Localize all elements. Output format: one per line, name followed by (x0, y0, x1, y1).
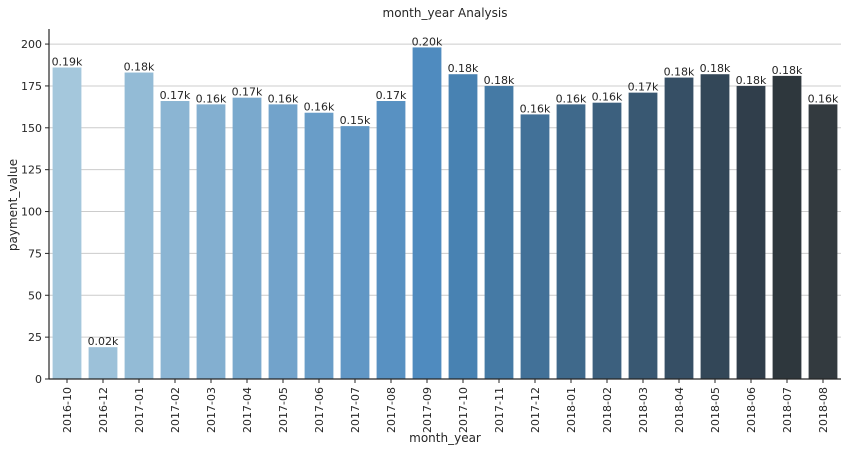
data-label: 0.16k (304, 101, 335, 114)
bar-2017-12 (520, 114, 550, 379)
x-tick-label: 2017-06 (313, 387, 326, 433)
x-tick-label: 2018-06 (745, 387, 758, 433)
y-tick-label: 100 (21, 206, 42, 219)
data-label: 0.16k (592, 91, 623, 104)
bar-2018-02 (592, 102, 622, 380)
y-tick-label: 175 (21, 80, 42, 93)
x-tick-label: 2016-10 (61, 387, 74, 433)
data-label: 0.18k (484, 74, 515, 87)
bar-2018-03 (628, 92, 658, 380)
data-label: 0.17k (628, 81, 659, 94)
bar-2016-12 (88, 347, 118, 379)
data-label: 0.20k (412, 35, 443, 48)
x-tick-label: 2017-02 (169, 387, 182, 433)
x-tick-label: 2018-05 (709, 387, 722, 433)
x-tick-label: 2017-11 (493, 387, 506, 433)
data-label: 0.17k (376, 89, 407, 102)
bar-2018-08 (808, 104, 838, 379)
bar-2017-03 (196, 104, 226, 379)
data-label: 0.02k (88, 335, 119, 348)
data-labels: 0.19k 0.02k 0.18k 0.17k 0.16k 0.17k 0.16k 0.16k… (52, 35, 839, 348)
x-tick-label: 2018-03 (637, 387, 650, 433)
data-label: 0.17k (160, 89, 191, 102)
x-tick-label: 2017-09 (421, 387, 434, 433)
bar-2018-07 (772, 75, 802, 379)
x-tick-label: 2016-12 (97, 387, 110, 433)
x-tick-label: 2017-01 (133, 387, 146, 433)
x-tick-label: 2018-01 (565, 387, 578, 433)
y-tick-label: 25 (28, 331, 42, 344)
bar-2017-08 (376, 101, 406, 379)
data-label: 0.17k (232, 86, 263, 99)
bar-2017-01 (124, 72, 154, 379)
chart-title: month_year Analysis (383, 6, 508, 20)
data-label: 0.16k (520, 102, 551, 115)
x-tick-label: 2017-12 (529, 387, 542, 433)
x-tick-label: 2017-05 (277, 387, 290, 433)
x-axis-title: month_year (409, 431, 481, 445)
y-tick-label: 200 (21, 38, 42, 51)
y-tick-label: 50 (28, 289, 42, 302)
y-tick-label: 75 (28, 247, 42, 260)
x-tick-label: 2018-02 (601, 387, 614, 433)
bar-2017-06 (304, 112, 334, 379)
y-tick-label: 150 (21, 122, 42, 135)
data-label: 0.19k (52, 56, 83, 69)
bar-2017-09 (412, 47, 442, 379)
bar-2017-07 (340, 126, 370, 380)
data-label: 0.18k (700, 62, 731, 75)
bar-2018-04 (664, 77, 694, 380)
bar-2017-10 (448, 74, 478, 380)
data-label: 0.16k (808, 92, 839, 105)
data-label: 0.16k (268, 92, 299, 105)
bar-2017-04 (232, 97, 262, 380)
bar-2018-06 (736, 85, 766, 379)
x-tick-label: 2018-04 (673, 387, 686, 433)
data-label: 0.16k (196, 92, 227, 105)
y-tick-label: 125 (21, 164, 42, 177)
data-label: 0.18k (448, 62, 479, 75)
x-tick-label: 2017-08 (385, 387, 398, 433)
bar-2017-02 (160, 101, 190, 379)
data-label: 0.15k (340, 114, 371, 127)
x-tick-label: 2018-07 (781, 387, 794, 433)
data-label: 0.18k (736, 74, 767, 87)
x-tick-label: 2017-07 (349, 387, 362, 433)
x-tick-label: 2017-03 (205, 387, 218, 433)
bar-2016-10 (52, 67, 82, 379)
data-label: 0.18k (664, 66, 695, 79)
bar-2017-05 (268, 104, 298, 379)
data-label: 0.18k (772, 64, 803, 77)
bar-2018-01 (556, 104, 586, 379)
x-tick-label: 2017-10 (457, 387, 470, 433)
y-axis-title: payment_value (6, 159, 20, 251)
x-axis: 2016-10 2016-12 2017-01 2017-02 2017-03 2017-… (49, 378, 841, 433)
y-tick-label: 0 (35, 373, 42, 386)
bars (52, 47, 838, 380)
data-label: 0.16k (556, 92, 587, 105)
y-axis: 0 25 50 75 100 125 150 175 200 (21, 29, 50, 386)
bar-2018-05 (700, 74, 730, 380)
x-tick-label: 2017-04 (241, 387, 254, 433)
x-tick-label: 2018-08 (817, 387, 830, 433)
bar-2017-11 (484, 85, 514, 379)
data-label: 0.18k (124, 61, 155, 74)
